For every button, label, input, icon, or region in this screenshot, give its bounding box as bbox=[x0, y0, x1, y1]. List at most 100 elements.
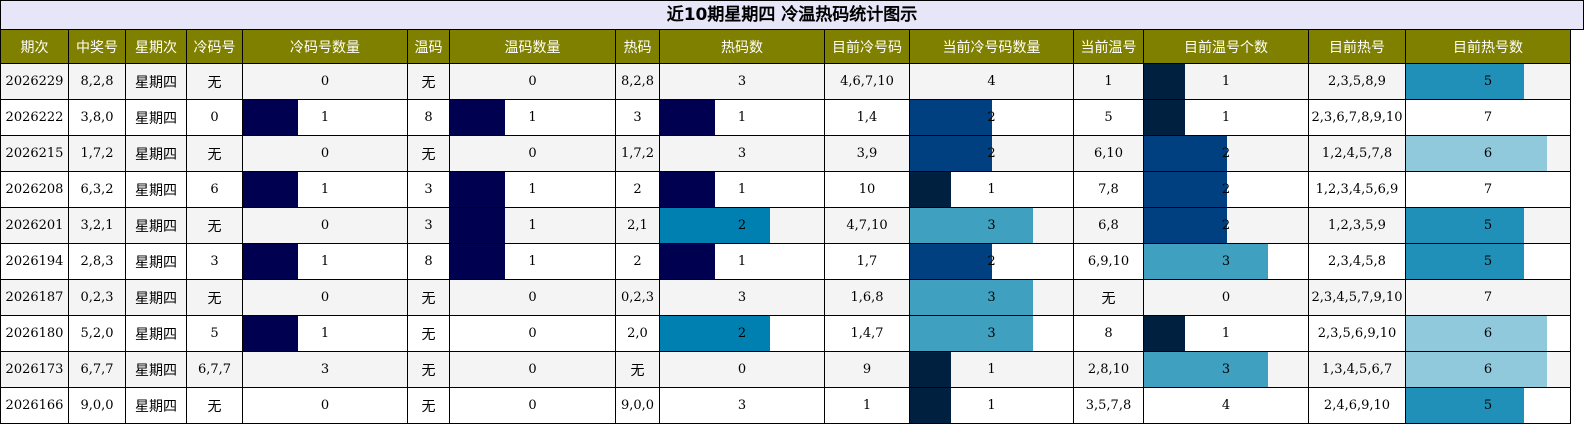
table-row: 2026187 0,2,3 星期四 无 0 无 0 0,2,3 3 1,6,8 3 无 0 2,3,4,5… bbox=[0, 279, 1571, 316]
cell-value: 3,2,1 bbox=[80, 218, 114, 233]
cell-cur-warm: 6,10 bbox=[1073, 135, 1144, 172]
cell-value: 1,2,4,5,7,8 bbox=[1321, 146, 1393, 161]
cell-value: 0 bbox=[737, 362, 747, 377]
cell-cur-warm-count: 1 bbox=[1143, 63, 1309, 100]
cell-cold: 无 bbox=[186, 63, 243, 100]
cell-value: 0 bbox=[1221, 290, 1231, 305]
cell-value: 无 bbox=[421, 326, 436, 343]
cell-value: 2,1 bbox=[627, 218, 648, 233]
cell-value: 2026187 bbox=[5, 290, 64, 305]
cell-issue: 2026187 bbox=[0, 279, 69, 316]
cell-cur-warm-count: 3 bbox=[1143, 351, 1309, 388]
column-header-warm: 温码 bbox=[407, 29, 450, 64]
cell-cur-cold: 4,7,10 bbox=[824, 207, 910, 244]
cell-cur-hot: 1,2,3,4,5,6,9 bbox=[1308, 171, 1406, 208]
cell-value: 星期四 bbox=[135, 326, 177, 343]
cell-value: 2,3,4,5,7,9,10 bbox=[1311, 290, 1403, 305]
cell-issue: 2026215 bbox=[0, 135, 69, 172]
table-row: 2026215 1,7,2 星期四 无 0 无 0 1,7,2 3 3,9 2 6,10 2 1,2,4,… bbox=[0, 135, 1571, 172]
cell-value: 0,2,3 bbox=[80, 290, 114, 305]
cell-hot: 3 bbox=[615, 99, 660, 136]
cell-value: 10 bbox=[858, 182, 876, 197]
cell-value: 0 bbox=[320, 290, 330, 305]
cell-value: 1 bbox=[987, 182, 996, 197]
cell-value: 1,7,2 bbox=[620, 146, 655, 161]
cell-value: 星期四 bbox=[135, 254, 177, 271]
bar-cur-hot-count bbox=[1406, 64, 1524, 99]
cell-cur-cold-count: 1 bbox=[909, 171, 1074, 208]
bar-hot-count bbox=[660, 244, 715, 279]
cell-value: 7,8 bbox=[1098, 182, 1119, 197]
cell-warm-count: 1 bbox=[449, 99, 616, 136]
table-row: 2026229 8,2,8 星期四 无 0 无 0 8,2,8 3 4,6,7,10 4 1 1 2,3,… bbox=[0, 63, 1571, 100]
cell-hot-count: 3 bbox=[659, 63, 825, 100]
cell-value: 1 bbox=[528, 182, 537, 197]
column-header-cur-warm-count: 目前温号个数 bbox=[1143, 29, 1309, 64]
cell-value: 3 bbox=[1221, 362, 1231, 377]
cell-warm: 3 bbox=[407, 171, 450, 208]
cell-value: 无 bbox=[207, 218, 222, 235]
bar-warm-count bbox=[450, 208, 505, 243]
cell-issue: 2026194 bbox=[0, 243, 69, 280]
bar-cur-cold-count bbox=[910, 352, 951, 387]
column-header-cold-count: 冷码号数量 bbox=[242, 29, 408, 64]
cell-hot: 2 bbox=[615, 243, 660, 280]
cell-value: 6,7,7 bbox=[197, 362, 232, 377]
cell-value: 2026180 bbox=[5, 326, 64, 341]
cell-value: 2 bbox=[737, 326, 747, 341]
cell-warm-count: 0 bbox=[449, 351, 616, 388]
bar-hot-count bbox=[660, 316, 770, 351]
cell-cold: 0 bbox=[186, 99, 243, 136]
cell-warm-count: 1 bbox=[449, 243, 616, 280]
cell-value: 3 bbox=[737, 74, 747, 89]
cell-value: 5 bbox=[1104, 110, 1113, 125]
bar-cur-cold-count bbox=[910, 244, 992, 279]
cell-cur-warm: 无 bbox=[1073, 279, 1144, 316]
cell-cur-warm: 2,8,10 bbox=[1073, 351, 1144, 388]
cell-value: 无 bbox=[421, 290, 436, 307]
cell-value: 1 bbox=[528, 110, 537, 125]
table-body: 2026229 8,2,8 星期四无 0 无 0 8,2,8 3 4,6,7,10 4 1 1 2,3,… bbox=[0, 63, 1571, 424]
cell-warm: 3 bbox=[407, 207, 450, 244]
cell-cur-hot-count: 5 bbox=[1405, 63, 1571, 100]
cell-hot-count: 1 bbox=[659, 99, 825, 136]
cell-cold: 无 bbox=[186, 279, 243, 316]
column-header-cold: 冷码号 bbox=[186, 29, 243, 64]
cell-value: 6,10 bbox=[1094, 146, 1123, 161]
column-header-cur-cold: 目前冷号码 bbox=[824, 29, 910, 64]
cell-value: 4,6,7,10 bbox=[840, 74, 894, 89]
cell-cur-cold: 1,4,7 bbox=[824, 315, 910, 352]
cell-hot-count: 3 bbox=[659, 387, 825, 424]
cell-cur-hot-count: 5 bbox=[1405, 243, 1571, 280]
cell-value: 无 bbox=[421, 146, 436, 163]
cell-cur-hot-count: 5 bbox=[1405, 387, 1571, 424]
cell-value: 星期四 bbox=[135, 218, 177, 235]
cell-value: 5 bbox=[1483, 398, 1493, 413]
cell-cur-hot: 2,3,5,6,9,10 bbox=[1308, 315, 1406, 352]
cell-value: 5 bbox=[210, 326, 219, 341]
cell-cold-count: 3 bbox=[242, 351, 408, 388]
cell-cur-cold-count: 3 bbox=[909, 207, 1074, 244]
bar-cold-count bbox=[243, 316, 298, 351]
cell-cur-hot: 2,4,6,9,10 bbox=[1308, 387, 1406, 424]
bar-cur-hot-count bbox=[1406, 208, 1524, 243]
cell-value: 无 bbox=[207, 398, 222, 415]
cell-value: 1 bbox=[320, 254, 330, 269]
cell-cold: 无 bbox=[186, 387, 243, 424]
cell-cur-warm-count: 2 bbox=[1143, 207, 1309, 244]
cell-value: 3,5,7,8 bbox=[1085, 398, 1132, 413]
cell-value: 1 bbox=[1221, 110, 1231, 125]
cell-warm: 8 bbox=[407, 99, 450, 136]
cell-value: 8 bbox=[424, 254, 433, 269]
cell-cold-count: 1 bbox=[242, 99, 408, 136]
cell-value: 2026229 bbox=[5, 74, 64, 89]
cell-warm-count: 0 bbox=[449, 63, 616, 100]
cell-cur-hot-count: 6 bbox=[1405, 315, 1571, 352]
cell-warm: 无 bbox=[407, 315, 450, 352]
bar-cur-cold-count bbox=[910, 388, 951, 423]
cell-hot: 0,2,3 bbox=[615, 279, 660, 316]
cell-weekday: 星期四 bbox=[125, 207, 187, 244]
cell-value: 9 bbox=[862, 362, 872, 377]
cell-cur-cold-count: 4 bbox=[909, 63, 1074, 100]
cell-value: 2,3,5,6,9,10 bbox=[1317, 326, 1397, 341]
